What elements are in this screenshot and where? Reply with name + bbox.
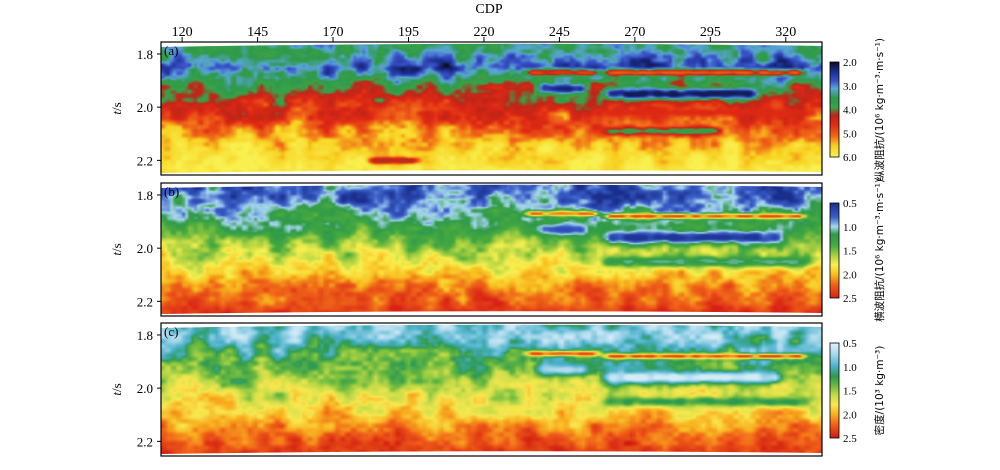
data-top-boundary xyxy=(161,42,822,47)
data-bottom-boundary xyxy=(161,311,822,316)
panel-b: (b) 1.8 2.0 2.2 t/s 0.5 1.0 1.5 2.0 2.5 横波阻抗/(10⁶ … xyxy=(109,179,886,322)
panel-c: (c) 1.8 2.0 2.2 t/s 0.5 1.0 1.5 2.0 2.5 密度/(10³ kg… xyxy=(109,322,886,457)
panel-frame xyxy=(160,41,823,176)
x-tick-label: 170 xyxy=(323,25,344,40)
colorbar-tick-label: 3.0 xyxy=(843,81,857,93)
x-tick-label: 320 xyxy=(775,25,796,40)
colorbar-tick-label: 5.0 xyxy=(843,128,857,140)
colorbar-tick-label: 2.5 xyxy=(843,293,857,305)
colorbar-title: 密度/(10³ kg·m⁻³) xyxy=(873,346,886,436)
colorbar-tick-label: 6.0 xyxy=(843,152,857,164)
colorbar-tick-label: 1.0 xyxy=(843,362,857,374)
y-axis-title: t/s xyxy=(109,383,124,395)
heatmap-b xyxy=(161,183,822,316)
x-tick-label: 220 xyxy=(473,25,494,40)
y-tick-label: 1.8 xyxy=(137,47,153,62)
x-tick-label: 245 xyxy=(549,25,570,40)
x-axis-ticks: 120 145 170 195 220 245 270 295 320 xyxy=(172,25,796,42)
y-axis-title: t/s xyxy=(109,102,124,114)
y-tick-label: 2.2 xyxy=(137,434,153,449)
y-tick-label: 2.0 xyxy=(137,100,153,115)
y-tick-label: 2.0 xyxy=(137,381,153,396)
data-bottom-boundary xyxy=(161,451,822,456)
colorbar-tick-label: 2.0 xyxy=(843,409,857,421)
y-tick-label: 2.2 xyxy=(137,153,153,168)
colorbar-tick-label: 2.5 xyxy=(843,433,857,445)
heatmap-c xyxy=(161,323,822,456)
x-tick-label: 120 xyxy=(172,25,193,40)
y-tick-label: 1.8 xyxy=(137,188,153,203)
y-tick-label: 2.0 xyxy=(137,241,153,256)
colorbar-tick-label: 2.0 xyxy=(843,269,857,281)
colorbar-b xyxy=(829,202,840,299)
colorbar-tick-label: 0.5 xyxy=(843,338,857,350)
panel-label: (a) xyxy=(164,43,178,58)
panel-frame xyxy=(160,322,823,457)
heatmap-a xyxy=(161,42,822,175)
panel-label: (c) xyxy=(164,324,178,339)
data-top-boundary xyxy=(161,183,822,188)
panel-a: (a) 1.8 2.0 2.2 t/s 2.0 3.0 4.0 5.0 6.0 纵波阻抗/(10⁶ … xyxy=(109,38,886,181)
colorbar-tick-label: 1.5 xyxy=(843,386,857,398)
colorbar-title: 纵波阻抗/(10⁶ kg·m⁻³·m·s⁻¹) xyxy=(873,38,886,181)
y-axis-title: t/s xyxy=(109,243,124,255)
colorbar-c xyxy=(829,342,840,439)
colorbar-tick-label: 1.0 xyxy=(843,222,857,234)
colorbar-tick-label: 1.5 xyxy=(843,246,857,258)
x-tick-label: 270 xyxy=(624,25,645,40)
x-axis-title: CDP xyxy=(475,2,502,17)
x-tick-label: 295 xyxy=(700,25,721,40)
x-tick-label: 195 xyxy=(398,25,419,40)
y-tick-label: 1.8 xyxy=(137,328,153,343)
colorbar-tick-label: 2.0 xyxy=(843,57,857,69)
panels: (a) 1.8 2.0 2.2 t/s 2.0 3.0 4.0 5.0 6.0 纵波阻抗/(10⁶ … xyxy=(109,38,886,457)
data-top-boundary xyxy=(161,323,822,328)
colorbar-tick-label: 0.5 xyxy=(843,198,857,210)
colorbar-a xyxy=(829,61,840,158)
colorbar-tick-label: 4.0 xyxy=(843,105,857,117)
y-tick-label: 2.2 xyxy=(137,294,153,309)
panel-frame xyxy=(160,182,823,317)
data-bottom-boundary xyxy=(161,170,822,175)
x-tick-label: 145 xyxy=(247,25,268,40)
panel-label: (b) xyxy=(164,184,179,199)
colorbar-title: 横波阻抗/(10⁶ kg·m⁻³·m·s⁻¹) xyxy=(873,179,886,322)
